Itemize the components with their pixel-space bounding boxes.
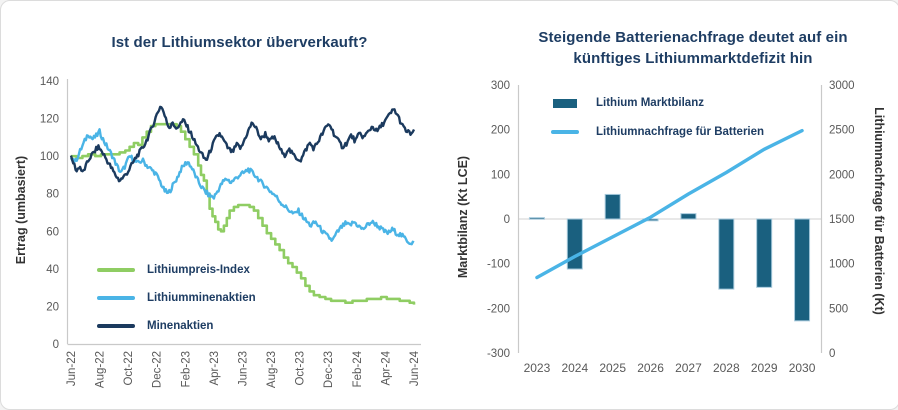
right-y-tick-label: 2500	[829, 125, 855, 137]
right-chart-right-axis-title: Lithiumnachfrage für Batterien (Kt)	[872, 107, 886, 315]
legend-label: Minenaktien	[147, 320, 214, 332]
x-tick-label: Feb-24	[352, 350, 364, 387]
x-tick-label: Jun-23	[237, 351, 249, 386]
bar-2029	[756, 218, 773, 288]
left-y-tick-label: 0	[504, 214, 510, 226]
x-tick-label: Apr-24	[380, 350, 392, 385]
right-chart-left-axis-title: Marktbilanz (Kt LCE)	[456, 155, 470, 279]
x-tick-label: Oct-23	[295, 351, 307, 386]
legend-label: Lithiumnachfrage für Batterien	[596, 126, 765, 138]
legend-label: Lithium Marktbilanz	[596, 97, 704, 109]
minenaktien-swatch	[97, 324, 135, 328]
x-tick-label: 2028	[713, 361, 740, 375]
left-y-tick-label: 200	[491, 125, 510, 137]
bar-2030	[794, 218, 811, 322]
y-tick-label: 20	[46, 301, 59, 313]
x-tick-label: 2030	[789, 361, 816, 375]
right-chart: Steigende Batterienachfrage deutet auf e…	[450, 1, 898, 409]
x-tick-label: 2029	[751, 361, 778, 375]
x-tick-label: Oct-22	[123, 351, 135, 386]
right-chart-legend: Lithium Marktbilanz Lithiumnachfrage für…	[546, 95, 764, 140]
y-tick-label: 0	[53, 339, 59, 351]
right-y-tick-label: 2000	[829, 169, 855, 181]
x-tick-label: Dec-23	[323, 351, 335, 388]
lithiumnachfrage-swatch	[551, 130, 579, 134]
x-tick-label: 2023	[524, 361, 551, 375]
y-tick-label: 40	[46, 264, 59, 276]
lithium-marktbilanz-swatch	[553, 98, 577, 108]
series-minenaktien	[69, 105, 416, 183]
line-lithiumnachfrage	[535, 128, 804, 280]
right-y-tick-label: 1000	[829, 259, 855, 271]
x-tick-label: 2026	[637, 361, 664, 375]
left-y-tick-label: -100	[487, 259, 510, 271]
series-lithiumminenaktien	[69, 128, 415, 246]
left-y-tick-label: -200	[487, 303, 510, 315]
right-y-tick-label: 0	[829, 348, 835, 360]
right-y-tick-label: 3000	[829, 80, 855, 92]
x-tick-label: Aug-22	[95, 351, 107, 388]
left-chart-legend: Lithiumpreis-Index Lithiumminenaktien Mi…	[97, 262, 256, 334]
x-tick-label: Jun-22	[66, 351, 78, 386]
right-y-tick-label: 500	[829, 303, 848, 315]
left-y-tick-label: -300	[487, 348, 510, 360]
series-lithiumpreis-index	[71, 122, 416, 305]
left-chart-title: Ist der Lithiumsektor überverkauft?	[111, 34, 368, 51]
bar-2027	[680, 213, 697, 220]
bar-2023	[528, 217, 545, 220]
right-chart-title-line-2: künftiges Lithiummarktdefizit hin	[573, 50, 813, 67]
x-tick-label: Dec-22	[152, 351, 164, 388]
left-y-tick-label: 300	[491, 80, 510, 92]
x-tick-label: Apr-23	[209, 351, 221, 386]
y-tick-label: 80	[46, 189, 59, 201]
legend-item-minenaktien: Minenaktien	[97, 318, 256, 334]
left-chart-plot: 0 20 40 60 80 100 120 140 Jun-22 Aug-22 Oct-22 Dec-…	[40, 76, 421, 388]
legend-item-lithium-marktbilanz: Lithium Marktbilanz	[546, 95, 764, 111]
x-tick-label: 2024	[561, 361, 588, 375]
left-chart-y-axis-title: Ertrag (umbasiert)	[14, 155, 28, 265]
right-chart-plot: 3002001000-100-200-300300025002000150010…	[487, 80, 855, 375]
lithiumpreis-index-swatch	[97, 268, 135, 272]
y-tick-label: 100	[40, 151, 59, 163]
bar-2028	[718, 218, 735, 290]
bar-2024	[566, 218, 583, 270]
left-y-tick-label: 100	[491, 169, 510, 181]
legend-item-lithiumnachfrage: Lithiumnachfrage für Batterien	[546, 124, 764, 140]
right-chart-title-line-1: Steigende Batterienachfrage deutet auf e…	[538, 29, 848, 46]
right-y-tick-label: 1500	[829, 214, 855, 226]
x-tick-label: 2027	[675, 361, 702, 375]
y-tick-label: 140	[40, 76, 59, 88]
x-tick-label: Aug-23	[266, 351, 278, 388]
y-tick-label: 60	[46, 226, 59, 238]
y-tick-label: 120	[40, 114, 59, 126]
lithiumminenaktien-swatch	[97, 296, 135, 300]
x-tick-label: Feb-23	[180, 351, 192, 387]
legend-item-lithiumminenaktien: Lithiumminenaktien	[97, 290, 256, 306]
x-tick-label: Jun-24	[409, 350, 421, 386]
legend-item-lithiumpreis-index: Lithiumpreis-Index	[97, 262, 256, 278]
x-tick-label: 2025	[599, 361, 626, 375]
legend-label: Lithiumpreis-Index	[147, 264, 250, 276]
legend-label: Lithiumminenaktien	[147, 292, 256, 304]
left-chart: Ist der Lithiumsektor überverkauft? 0 20 4…	[1, 1, 450, 409]
right-chart-title: Steigende Batterienachfrage deutet auf e…	[487, 27, 898, 69]
bar-2025	[604, 193, 621, 220]
